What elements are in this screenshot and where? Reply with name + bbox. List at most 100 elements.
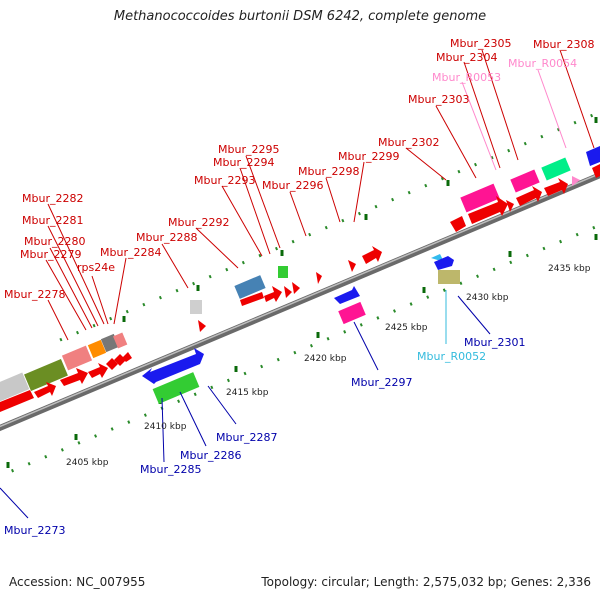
- gene-label[interactable]: Mbur_2273: [4, 524, 65, 537]
- reverse-arrow[interactable]: [434, 256, 454, 270]
- gene-label[interactable]: Mbur_R0054: [508, 57, 577, 70]
- forward-arrow[interactable]: [362, 246, 382, 264]
- gene-label[interactable]: Mbur_2279: [20, 248, 81, 261]
- feature[interactable]: [190, 300, 202, 314]
- gene-label[interactable]: Mbur_2287: [216, 431, 277, 444]
- forward-arrow[interactable]: [506, 200, 514, 212]
- forward-arrow[interactable]: [284, 286, 292, 298]
- feature[interactable]: [541, 157, 571, 181]
- forward-arrow[interactable]: [198, 320, 206, 332]
- leader-line: [405, 147, 447, 181]
- reverse-arrows: [142, 256, 460, 404]
- forward-arrow[interactable]: [592, 164, 600, 178]
- forward-arrow[interactable]: [292, 282, 300, 294]
- forward-arrow[interactable]: [88, 363, 108, 378]
- gene-label[interactable]: Mbur_2295: [218, 143, 279, 156]
- reverse-arrow[interactable]: [142, 348, 204, 384]
- gene-label[interactable]: Mbur_2285: [140, 463, 201, 476]
- feature[interactable]: [278, 266, 288, 278]
- feature[interactable]: [0, 372, 30, 402]
- gene-label[interactable]: Mbur_2284: [100, 246, 161, 259]
- leader-line: [435, 105, 477, 179]
- leader-line: [537, 69, 567, 149]
- gene-label[interactable]: Mbur_R0053: [432, 71, 501, 84]
- position-label: 2410 kbp: [144, 422, 187, 432]
- gene-label[interactable]: Mbur_2294: [213, 156, 274, 169]
- backbone: [0, 171, 600, 432]
- leader-line: [179, 391, 207, 447]
- forward-arrow[interactable]: [348, 260, 356, 272]
- gene-label[interactable]: Mbur_2298: [298, 165, 359, 178]
- feature[interactable]: [234, 275, 266, 299]
- gene-label[interactable]: Mbur_2305: [450, 37, 511, 50]
- leader-line: [289, 191, 307, 237]
- forward-rna-labels: Mbur_R0053 Mbur_R0054: [432, 57, 577, 84]
- leader-line: [161, 243, 189, 289]
- gene-label[interactable]: Mbur_2302: [378, 136, 439, 149]
- gene-label[interactable]: Mbur_2288: [136, 231, 197, 244]
- gene-label[interactable]: Mbur_2297: [351, 376, 412, 389]
- leader-line: [481, 49, 519, 161]
- feature[interactable]: [87, 339, 107, 359]
- forward-arrow[interactable]: [468, 196, 508, 224]
- reverse-gene-labels: Mbur_2273 Mbur_2285 Mbur_2286 Mbur_2287 …: [4, 336, 525, 537]
- leader-line: [47, 203, 105, 325]
- forward-gene-labels: Mbur_2278 Mbur_2279 Mbur_2280 Mbur_2281 …: [4, 37, 594, 301]
- leader-line: [113, 257, 127, 325]
- feature[interactable]: [586, 146, 600, 166]
- gene-label[interactable]: Mbur_2292: [168, 216, 229, 229]
- forward-arrow[interactable]: [264, 286, 282, 302]
- reverse-arrow[interactable]: [334, 286, 360, 304]
- leader-line: [245, 155, 281, 249]
- reverse-feature[interactable]: [338, 301, 366, 325]
- feature[interactable]: [24, 358, 68, 392]
- forward-arrow[interactable]: [34, 382, 56, 398]
- forward-arrow[interactable]: [0, 390, 34, 414]
- forward-arrow[interactable]: [516, 186, 542, 206]
- accession-text: Accession: NC_007955: [9, 575, 146, 589]
- gene-label[interactable]: Mbur_2303: [408, 93, 469, 106]
- feature[interactable]: [460, 183, 500, 213]
- leader-line: [457, 295, 491, 335]
- leader-line: [47, 225, 99, 327]
- feature[interactable]: [572, 176, 580, 186]
- forward-arrow[interactable]: [240, 292, 264, 306]
- backbone-highlight: [0, 172, 600, 428]
- forward-arrow[interactable]: [450, 216, 466, 232]
- feature[interactable]: [61, 345, 93, 371]
- forward-arrow[interactable]: [60, 368, 88, 386]
- gene-label[interactable]: Mbur_2286: [180, 449, 241, 462]
- feature[interactable]: [113, 332, 128, 349]
- position-label: 2420 kbp: [304, 354, 347, 364]
- genome-title: Methanococcoides burtonii DSM 6242, comp…: [113, 9, 487, 24]
- topology-text: Topology: circular; Length: 2,575,032 bp…: [261, 575, 591, 589]
- gene-label[interactable]: Mbur_2282: [22, 192, 83, 205]
- position-label: 2405 kbp: [66, 458, 109, 468]
- leader-line: [161, 397, 165, 463]
- leader-line: [239, 167, 271, 255]
- forward-arrow[interactable]: [316, 272, 322, 284]
- gene-label[interactable]: Mbur_2293: [194, 174, 255, 187]
- reverse-feature[interactable]: [438, 270, 460, 284]
- gene-label[interactable]: rps24e: [77, 261, 115, 274]
- gene-label[interactable]: Mbur_2280: [24, 235, 85, 248]
- leader-line: [325, 177, 341, 223]
- forward-arrow[interactable]: [122, 352, 132, 362]
- gene-label[interactable]: Mbur_2278: [4, 288, 65, 301]
- gene-label[interactable]: Mbur_2304: [436, 51, 497, 64]
- forward-leaders: [45, 49, 595, 341]
- gene-label[interactable]: Mbur_2296: [262, 179, 323, 192]
- leader-line: [49, 247, 93, 329]
- gene-label[interactable]: Mbur_R0052: [417, 350, 486, 363]
- gene-label[interactable]: Mbur_2308: [533, 38, 594, 51]
- gene-label[interactable]: Mbur_2281: [22, 214, 83, 227]
- forward-arrow[interactable]: [544, 178, 568, 196]
- leader-line: [47, 299, 69, 341]
- leader-line: [221, 185, 263, 257]
- position-labels: 2405 kbp 2410 kbp 2415 kbp 2420 kbp 2425…: [66, 264, 591, 468]
- gene-label[interactable]: Mbur_2299: [338, 150, 399, 163]
- gene-label[interactable]: Mbur_2301: [464, 336, 525, 349]
- feature[interactable]: [510, 169, 540, 193]
- reverse-feature[interactable]: [152, 372, 200, 404]
